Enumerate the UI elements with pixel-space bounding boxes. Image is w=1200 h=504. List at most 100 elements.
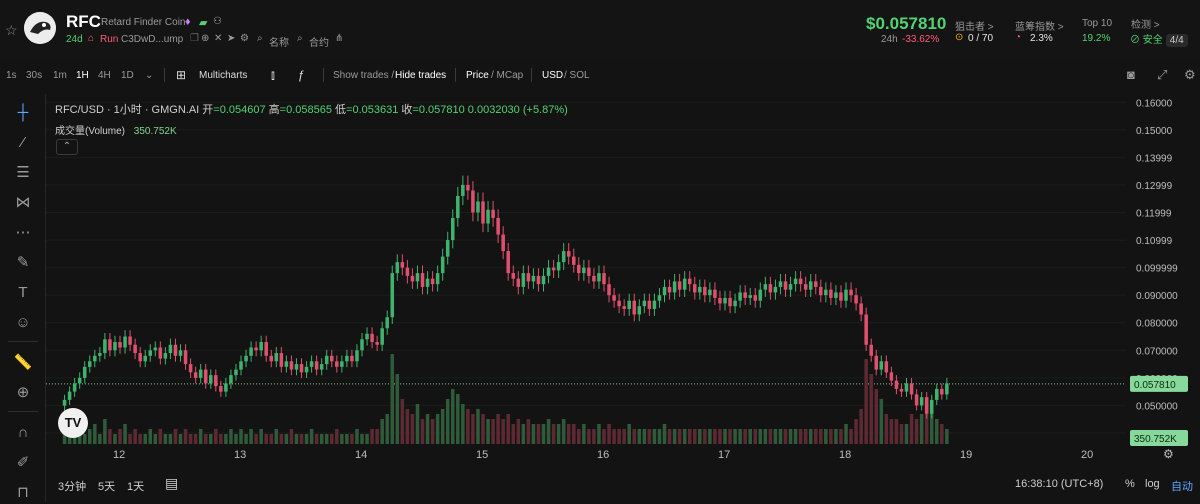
collapse-legend-button[interactable]: ⌃ <box>56 139 78 155</box>
x-icon[interactable]: ✕ <box>214 33 223 44</box>
range-1d[interactable]: 1天 <box>127 481 145 493</box>
horizontal-lines-icon[interactable]: ☰ <box>16 164 30 181</box>
interval-4h[interactable]: 4H <box>98 70 111 81</box>
token-age: 24d <box>66 34 83 45</box>
tradingview-logo[interactable]: TV <box>58 408 88 438</box>
volume-bar <box>365 434 369 444</box>
favorite-star-icon[interactable]: ☆ <box>5 22 18 38</box>
candle-body <box>425 278 430 287</box>
candle-body <box>793 278 798 285</box>
toolbar-divider <box>164 68 165 82</box>
candle-body <box>390 273 395 318</box>
range-3m[interactable]: 3分钟 <box>58 481 87 493</box>
stat-bluechip-label[interactable]: 蓝筹指数 > <box>1015 22 1064 33</box>
candle-body <box>708 289 712 296</box>
percent-toggle[interactable]: % <box>1125 478 1135 490</box>
emoji-icon[interactable]: ☺ <box>15 314 31 331</box>
volume-bar <box>743 429 747 444</box>
flame-icon: ♦ <box>185 16 191 28</box>
copy-icon[interactable]: ❐ <box>190 33 199 44</box>
interval-30s[interactable]: 30s <box>26 70 43 81</box>
volume-bar <box>435 414 440 444</box>
candle-body <box>294 364 299 370</box>
candles-icon[interactable]: ⫾ <box>271 68 275 82</box>
volume-bar <box>198 429 203 444</box>
settings-gear-icon[interactable]: ⚙ <box>1184 67 1196 82</box>
globe-icon[interactable]: ⊕ <box>201 33 210 44</box>
volume-bar <box>370 429 374 444</box>
rename-link[interactable]: 名称 <box>269 38 289 49</box>
axis-settings-icon[interactable]: ⚙ <box>1163 447 1174 461</box>
text-icon[interactable]: T <box>18 284 28 301</box>
candle-body <box>763 284 768 290</box>
hide-trades-button[interactable]: Hide trades <box>395 70 447 81</box>
stat-top10-label[interactable]: Top 10 <box>1082 18 1113 29</box>
volume-bar <box>118 429 122 444</box>
volume-bar <box>304 434 309 444</box>
price-axis[interactable] <box>1126 94 1200 470</box>
auto-toggle[interactable]: 自动 <box>1171 481 1193 493</box>
volume-bar <box>466 409 470 444</box>
candle-body <box>768 284 773 293</box>
people-icon: ⚇ <box>213 16 222 27</box>
volume-bar <box>733 429 737 444</box>
candle-body <box>183 350 188 365</box>
interval-1s[interactable]: 1s <box>6 70 17 81</box>
search-icon[interactable]: ⌕ <box>257 33 263 44</box>
search-contract-icon[interactable]: ⌕ <box>297 33 303 44</box>
stat-snipers-label[interactable]: 狙击者 > <box>955 22 994 33</box>
mcap-toggle[interactable]: / MCap <box>491 70 524 81</box>
zoom-in-icon[interactable]: ⊕ <box>16 384 30 401</box>
log-toggle[interactable]: log <box>1145 478 1160 490</box>
usd-toggle[interactable]: USD <box>542 70 564 81</box>
candle-body <box>461 184 465 196</box>
price-toggle[interactable]: Price <box>466 70 489 81</box>
indicators-icon[interactable]: ƒ <box>298 68 305 82</box>
settings-icon[interactable]: ⚙ <box>240 33 249 44</box>
candle-body <box>289 361 294 370</box>
volume-bar <box>773 429 778 444</box>
volume-bar <box>163 434 168 444</box>
fullscreen-icon[interactable]: ⤢ <box>1157 67 1168 82</box>
sol-toggle[interactable]: / SOL <box>564 70 590 81</box>
chevron-down-icon[interactable]: ⌄ <box>145 70 154 81</box>
pattern-icon[interactable]: ⋈ <box>15 194 31 211</box>
volume-bar <box>612 429 616 444</box>
ruler-icon[interactable]: 📏 <box>13 354 33 371</box>
candle-body <box>914 394 919 406</box>
camera-icon[interactable]: ◙ <box>1127 67 1135 82</box>
candle-body <box>879 361 884 370</box>
volume-bar <box>662 424 667 444</box>
share-icon[interactable]: ⋔ <box>335 33 344 44</box>
legend-high: =0.058565 <box>279 104 332 116</box>
volume-bar <box>728 429 732 444</box>
calendar-icon[interactable]: ▤ <box>165 475 179 491</box>
add-chart-icon[interactable]: ⊞ <box>176 68 187 82</box>
price-chart[interactable]: 0.16000 0.15000 0.13999 0.12999 0.11999 0.109… <box>46 94 1200 470</box>
candle-body <box>133 344 137 354</box>
contract-address[interactable]: C3DwD...ump <box>121 34 184 45</box>
lock-icon[interactable]: ⊓ <box>17 484 29 501</box>
candle-body <box>370 333 374 343</box>
interval-1m[interactable]: 1m <box>53 70 67 81</box>
clock-time[interactable]: 16:38:10 (UTC+8) <box>1015 478 1104 490</box>
interval-1d[interactable]: 1D <box>121 70 134 81</box>
contract-link[interactable]: 合约 <box>309 38 329 49</box>
telegram-icon[interactable]: ➤ <box>227 33 236 44</box>
y-tick-label: 0.15000 <box>1136 126 1173 137</box>
interval-1h[interactable]: 1H <box>76 70 89 81</box>
trendline-icon[interactable]: ⁄ <box>21 134 25 151</box>
magnet-icon[interactable]: ∩ <box>17 424 29 441</box>
volume-bar <box>778 429 783 444</box>
fib-icon[interactable]: ⋯ <box>15 224 31 241</box>
candle-body <box>395 262 400 274</box>
lock-pencil-icon[interactable]: ✐ <box>16 454 30 471</box>
crosshair-icon[interactable]: ┼ <box>17 104 29 121</box>
brush-icon[interactable]: ✎ <box>16 254 30 271</box>
multicharts-button[interactable]: Multicharts <box>199 70 248 81</box>
safe-label: 安全 <box>1142 35 1163 46</box>
stat-check-label[interactable]: 检测 > <box>1131 20 1160 31</box>
show-trades-button[interactable]: Show trades / <box>333 70 395 81</box>
range-5d[interactable]: 5天 <box>98 481 116 493</box>
candle-body <box>259 342 263 351</box>
